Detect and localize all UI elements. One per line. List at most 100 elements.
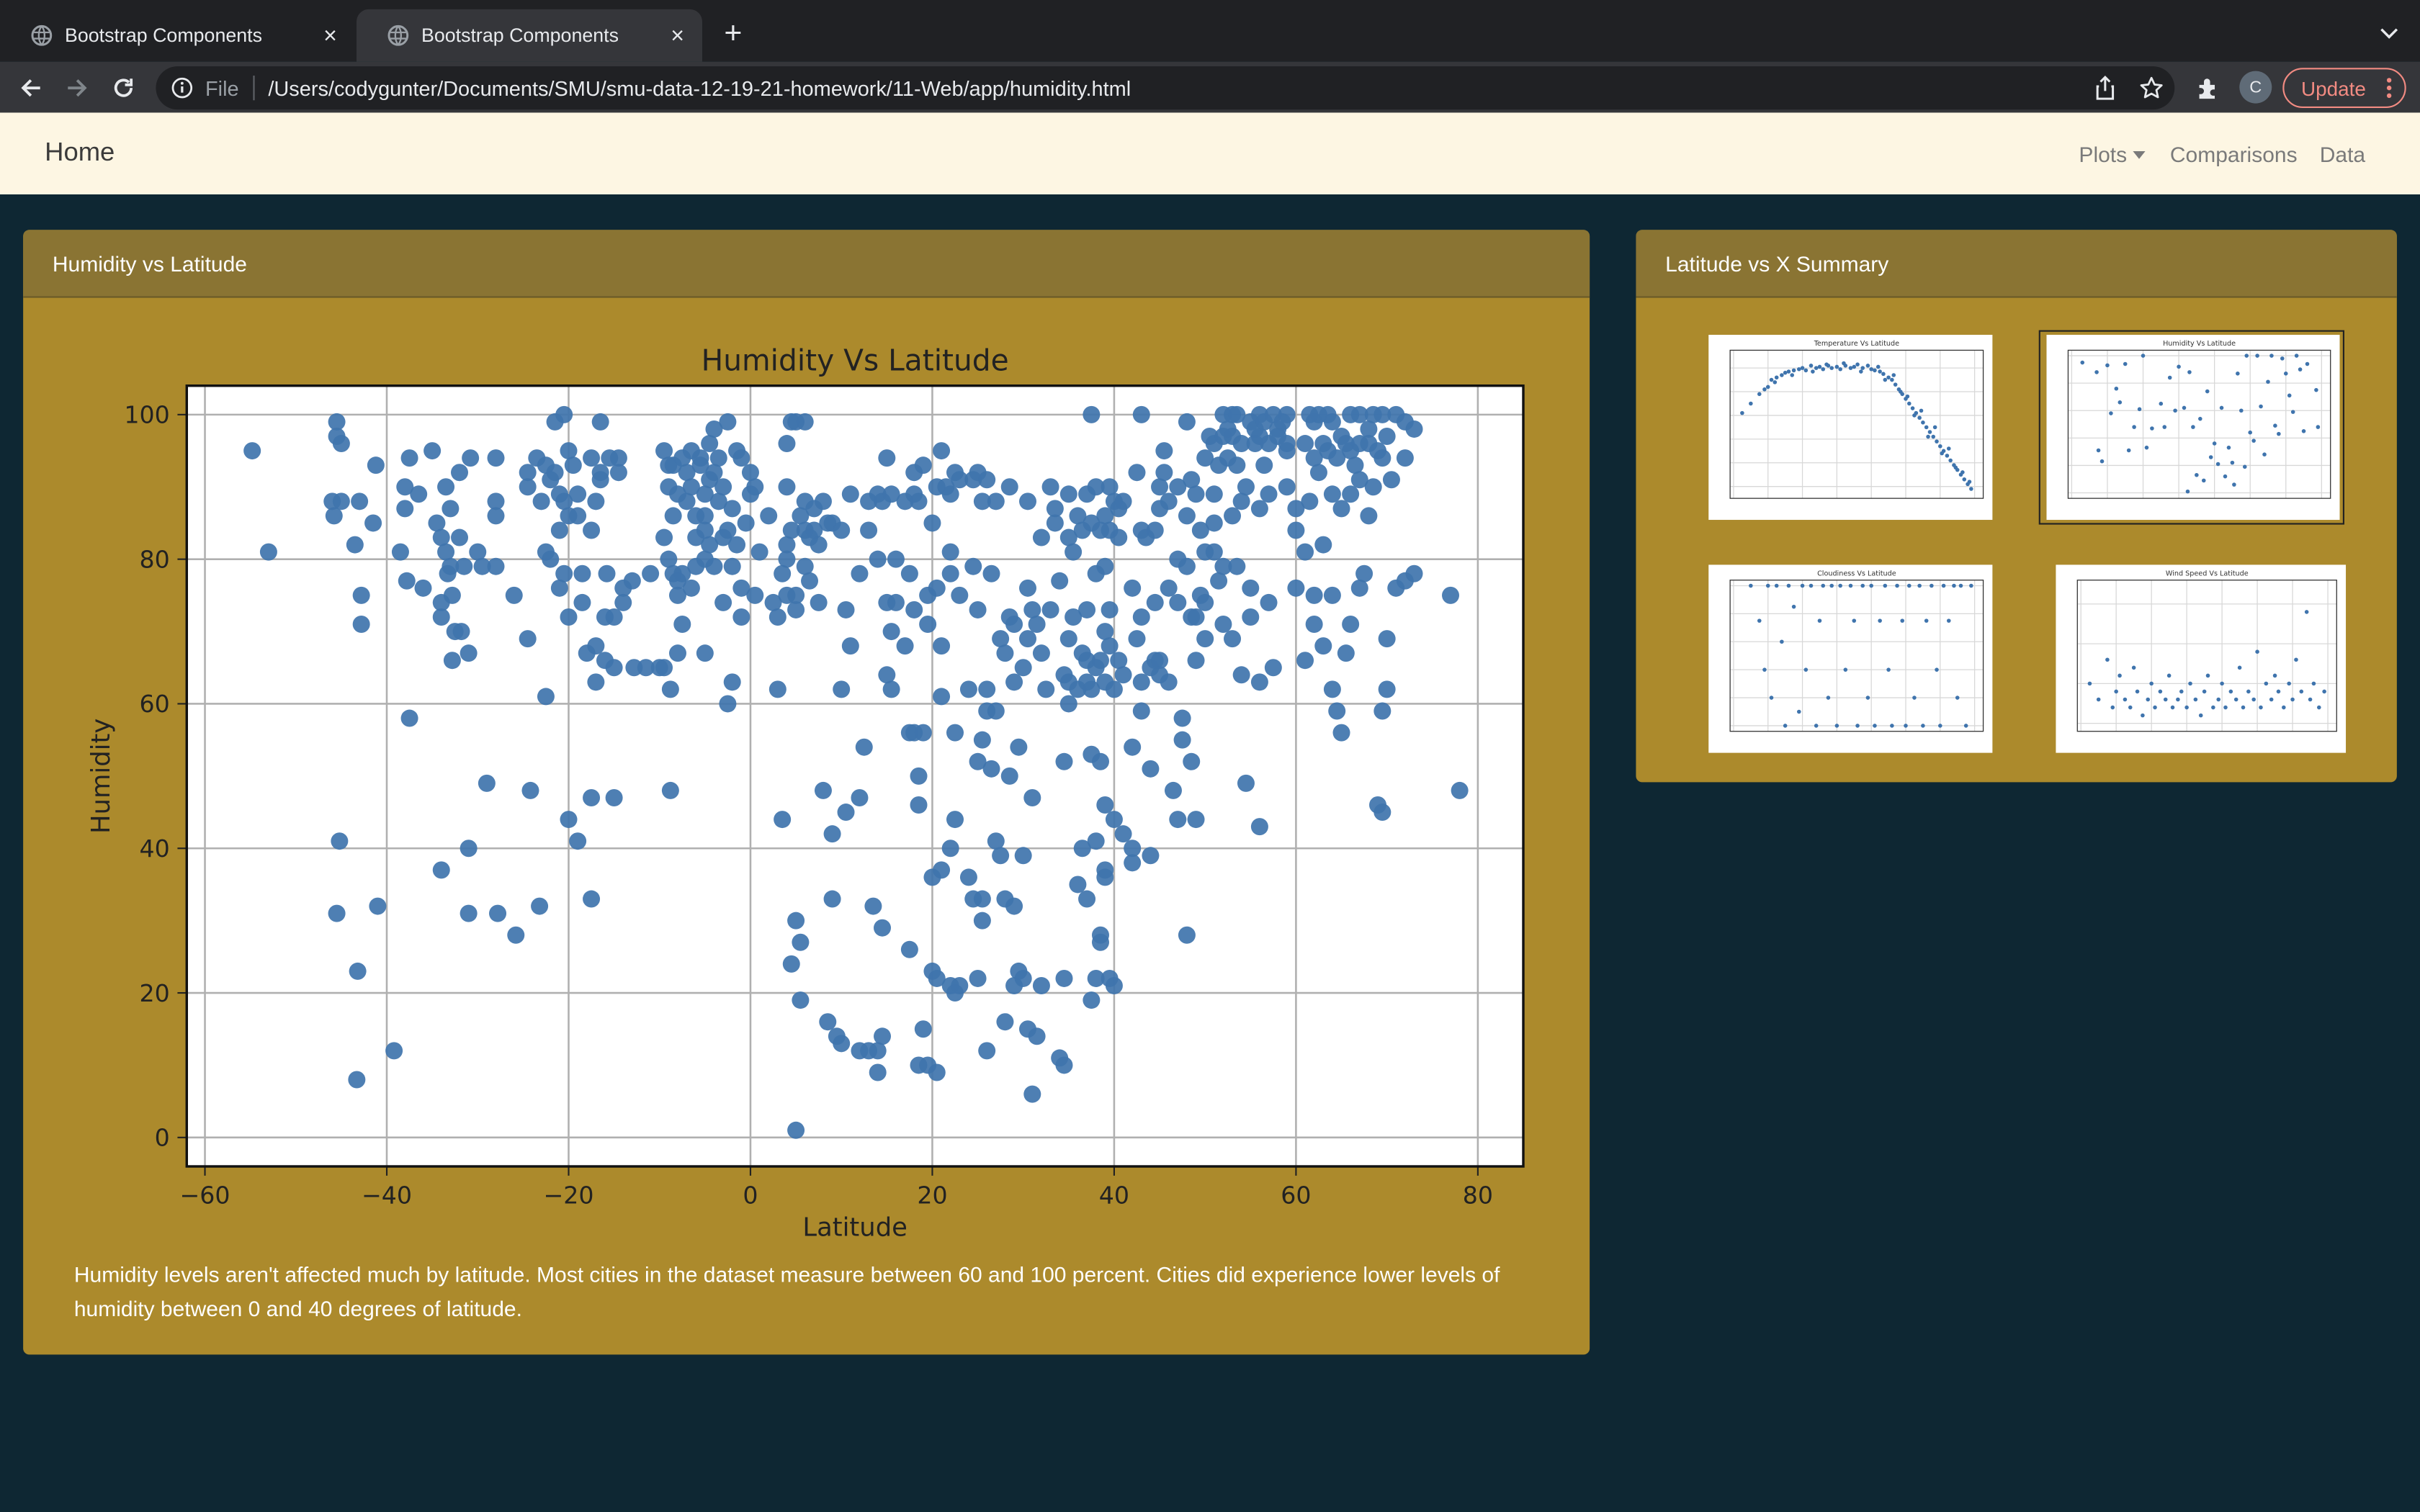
data-point — [1105, 680, 1123, 698]
data-point — [959, 680, 977, 698]
data-point — [978, 680, 996, 698]
data-point — [1178, 413, 1196, 431]
kebab-menu-icon[interactable] — [2386, 76, 2393, 100]
data-point — [637, 659, 655, 677]
profile-avatar[interactable]: C — [2239, 71, 2272, 104]
data-point — [1355, 564, 1373, 582]
browser-tab-active[interactable]: Bootstrap Components × — [356, 9, 702, 62]
extensions-puzzle-icon[interactable] — [2195, 74, 2223, 102]
thumbnail-cloudiness[interactable]: Cloudiness Vs Latitude — [1708, 564, 1993, 753]
data-point — [1055, 1056, 1073, 1074]
thumb-point — [2099, 459, 2105, 464]
back-arrow-icon[interactable] — [15, 73, 46, 104]
data-point — [1178, 507, 1196, 525]
nav-comparisons[interactable]: Comparisons — [2169, 142, 2298, 167]
thumbnail-temperature[interactable]: Temperature Vs Latitude — [1708, 335, 1993, 521]
new-tab-plus-icon[interactable]: + — [724, 17, 743, 51]
thumb-point — [1834, 364, 1839, 369]
data-point — [642, 564, 660, 582]
data-point — [896, 637, 914, 655]
thumb-point — [1800, 366, 1805, 370]
data-point — [519, 478, 537, 496]
thumb-point — [2141, 713, 2145, 718]
data-point — [728, 536, 746, 554]
thumb-point — [1860, 366, 1865, 370]
data-point — [900, 564, 918, 582]
info-icon[interactable] — [171, 77, 193, 99]
thumb-point — [1765, 384, 1770, 390]
thumb-point — [1757, 392, 1762, 397]
address-bar[interactable]: File /Users/codygunter/Documents/SMU/smu… — [156, 66, 2175, 110]
data-point — [810, 536, 828, 554]
data-point — [546, 464, 564, 482]
bookmark-star-icon[interactable] — [2138, 74, 2166, 102]
data-point — [719, 413, 737, 431]
thumb-point — [2150, 426, 2154, 431]
y-tick-label: 100 — [124, 401, 169, 429]
data-point — [1101, 600, 1119, 618]
data-point — [1296, 435, 1314, 453]
data-point — [1350, 405, 1368, 423]
data-point — [532, 492, 550, 510]
nav-plots-dropdown[interactable]: Plots — [2079, 142, 2146, 167]
tab-search-chevron-icon[interactable] — [2377, 20, 2401, 45]
thumb-point — [1843, 667, 1848, 672]
thumb-point — [2153, 705, 2157, 710]
data-point — [682, 478, 700, 496]
forward-arrow-icon[interactable] — [62, 73, 93, 104]
data-point — [878, 449, 896, 467]
data-point — [473, 557, 491, 575]
navbar-brand-home[interactable]: Home — [45, 137, 115, 167]
close-tab-icon[interactable]: × — [671, 22, 685, 49]
share-icon[interactable] — [2092, 74, 2120, 102]
data-point — [331, 832, 349, 850]
data-point — [385, 1042, 403, 1060]
url-text[interactable]: /Users/codygunter/Documents/SMU/smu-data… — [268, 76, 1131, 100]
data-point — [874, 919, 892, 937]
data-point — [521, 781, 539, 799]
thumb-point — [2132, 425, 2136, 429]
thumbnail-humidity[interactable]: Humidity Vs Latitude — [2046, 335, 2340, 521]
nav-plots-label: Plots — [2079, 142, 2128, 167]
update-button[interactable]: Update — [2282, 68, 2406, 108]
data-point — [996, 1013, 1014, 1031]
data-point — [1160, 492, 1178, 510]
data-point — [1083, 405, 1101, 423]
data-point — [432, 861, 450, 879]
nav-data[interactable]: Data — [2319, 142, 2366, 167]
thumb-point — [1848, 366, 1853, 370]
data-point — [614, 593, 632, 611]
data-point — [714, 478, 732, 496]
data-point — [973, 912, 991, 930]
thumb-point — [1817, 364, 1822, 369]
data-point — [923, 514, 941, 532]
data-point — [1059, 485, 1077, 503]
thumb-point — [2283, 372, 2288, 376]
data-point — [678, 464, 696, 482]
data-point — [774, 811, 792, 829]
thumb-point — [1852, 364, 1857, 369]
thumb-point — [2114, 689, 2118, 694]
data-point — [1065, 608, 1083, 626]
data-point — [1000, 478, 1018, 496]
data-point — [460, 840, 478, 858]
thumb-point — [1773, 380, 1778, 384]
data-point — [369, 897, 387, 915]
thumb-point — [1869, 583, 1873, 588]
close-tab-icon[interactable]: × — [323, 22, 337, 49]
thumb-point — [2290, 410, 2295, 414]
data-point — [851, 564, 869, 582]
thumb-point — [1811, 369, 1815, 374]
data-point — [424, 442, 442, 460]
thumbnail-wind-speed[interactable]: Wind Speed Vs Latitude — [2056, 564, 2347, 753]
data-point — [605, 608, 623, 626]
thumb-point — [2195, 472, 2199, 477]
reload-icon[interactable] — [108, 73, 139, 104]
data-point — [792, 507, 810, 525]
thumb-point — [2233, 697, 2238, 702]
thumb-point — [1865, 696, 1870, 700]
browser-tab[interactable]: Bootstrap Components × — [0, 9, 355, 62]
data-point — [833, 1035, 851, 1053]
data-point — [841, 485, 859, 503]
